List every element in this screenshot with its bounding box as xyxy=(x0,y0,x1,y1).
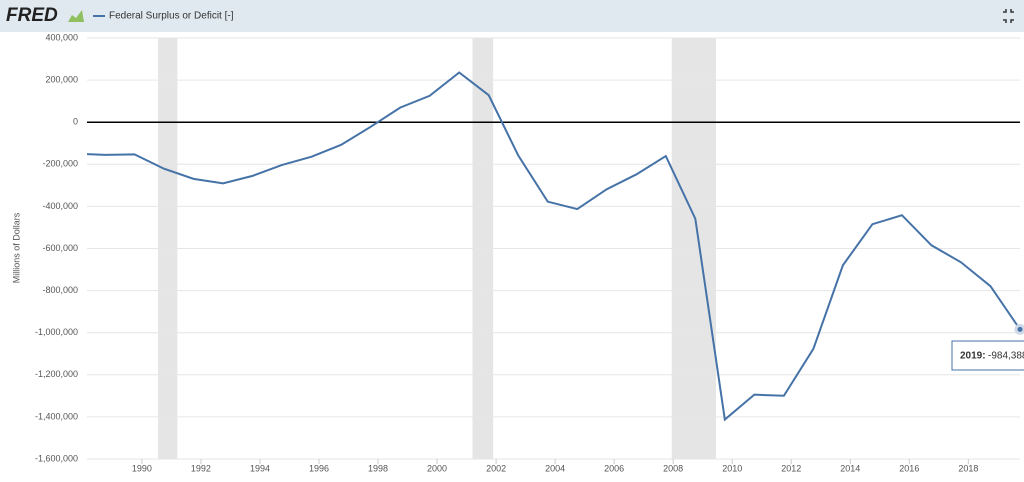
x-tick-label: 2018 xyxy=(958,463,978,473)
x-tick-label: 1994 xyxy=(250,463,270,473)
x-tick-label: 1992 xyxy=(191,463,211,473)
logo: FRED xyxy=(6,5,58,26)
tooltip-box xyxy=(951,340,1024,371)
y-tick-label: -1,000,000 xyxy=(35,327,78,337)
legend-label[interactable]: Federal Surplus or Deficit [-] xyxy=(109,11,234,22)
y-axis-title: Millions of Dollars xyxy=(11,212,21,283)
x-tick-label: 1996 xyxy=(309,463,329,473)
x-tick-label: 2002 xyxy=(486,463,506,473)
x-tick-label: 2000 xyxy=(427,463,447,473)
y-tick-label: -1,400,000 xyxy=(35,411,78,421)
x-tick-label: 2008 xyxy=(663,463,683,473)
y-tick-label: -1,600,000 xyxy=(35,453,78,463)
plot-area xyxy=(87,37,1021,460)
x-tick-label: 2006 xyxy=(604,463,624,473)
hover-point xyxy=(1014,323,1024,335)
y-tick-label: -600,000 xyxy=(42,243,78,253)
tooltip-label: 2019: xyxy=(960,351,986,362)
y-tick-label: 0 xyxy=(73,117,78,127)
x-tick-label: 2012 xyxy=(781,463,801,473)
series-line xyxy=(87,71,1021,422)
y-tick-label: 200,000 xyxy=(45,74,78,84)
x-tick-label: 2014 xyxy=(840,463,860,473)
y-tick-label: 400,000 xyxy=(45,32,78,42)
header-bar xyxy=(0,0,1024,32)
fullscreen-icon[interactable] xyxy=(1003,9,1014,23)
y-tick-label: -1,200,000 xyxy=(35,369,78,379)
x-tick-label: 1998 xyxy=(368,463,388,473)
x-tick-label: 2016 xyxy=(899,463,919,473)
y-tick-label: -800,000 xyxy=(42,285,78,295)
x-tick-label: 2004 xyxy=(545,463,565,473)
x-tick-label: 1990 xyxy=(132,463,152,473)
logo-icon xyxy=(68,10,84,22)
y-tick-label: -200,000 xyxy=(42,159,78,169)
tooltip-value: -984,388 xyxy=(988,351,1024,362)
y-tick-label: -400,000 xyxy=(42,201,78,211)
x-tick-label: 2010 xyxy=(722,463,742,473)
